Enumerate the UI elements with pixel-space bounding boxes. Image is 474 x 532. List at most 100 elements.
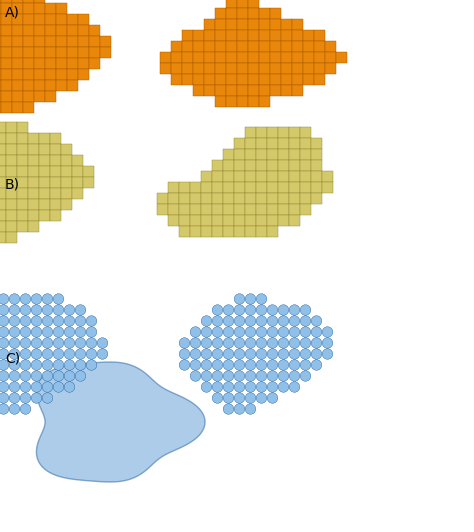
- Bar: [179, 182, 190, 193]
- Bar: [325, 52, 336, 63]
- Bar: [245, 182, 256, 193]
- Circle shape: [86, 315, 97, 326]
- Circle shape: [190, 327, 201, 337]
- Bar: [45, 24, 56, 36]
- Circle shape: [86, 327, 97, 337]
- Bar: [248, 85, 259, 96]
- Bar: [248, 74, 259, 85]
- Bar: [245, 149, 256, 160]
- Bar: [179, 226, 190, 237]
- Bar: [248, 8, 259, 19]
- Circle shape: [267, 371, 278, 381]
- Circle shape: [9, 382, 20, 392]
- Bar: [311, 160, 322, 171]
- Bar: [311, 193, 322, 204]
- Bar: [267, 138, 278, 149]
- Circle shape: [9, 338, 20, 348]
- Bar: [234, 193, 245, 204]
- Bar: [0, 220, 7, 231]
- Circle shape: [245, 338, 256, 348]
- Bar: [45, 13, 56, 24]
- Circle shape: [75, 305, 86, 315]
- Bar: [7, 220, 18, 231]
- Bar: [73, 165, 83, 177]
- Bar: [289, 215, 300, 226]
- Bar: [7, 177, 18, 187]
- Bar: [292, 85, 303, 96]
- Circle shape: [31, 305, 42, 315]
- Bar: [270, 19, 281, 30]
- Circle shape: [86, 348, 97, 359]
- Bar: [223, 204, 234, 215]
- Bar: [18, 220, 28, 231]
- Bar: [12, 102, 23, 112]
- Bar: [89, 24, 100, 36]
- Bar: [237, 19, 248, 30]
- Bar: [226, 0, 237, 8]
- Bar: [0, 144, 7, 154]
- Bar: [18, 121, 28, 132]
- Bar: [215, 96, 226, 107]
- Bar: [193, 41, 204, 52]
- Bar: [51, 144, 62, 154]
- Bar: [226, 41, 237, 52]
- Circle shape: [20, 327, 31, 337]
- Bar: [7, 198, 18, 210]
- Circle shape: [42, 348, 53, 359]
- Bar: [1, 79, 12, 90]
- Bar: [18, 187, 28, 198]
- Bar: [67, 69, 78, 79]
- Bar: [34, 57, 45, 69]
- Bar: [28, 165, 39, 177]
- Bar: [0, 90, 1, 102]
- Bar: [226, 96, 237, 107]
- Bar: [193, 85, 204, 96]
- Bar: [267, 204, 278, 215]
- Circle shape: [245, 393, 256, 403]
- Bar: [0, 46, 1, 57]
- Bar: [226, 74, 237, 85]
- Circle shape: [256, 348, 267, 359]
- Bar: [300, 127, 311, 138]
- Bar: [12, 79, 23, 90]
- Bar: [237, 74, 248, 85]
- Bar: [193, 52, 204, 63]
- Circle shape: [234, 382, 245, 392]
- Circle shape: [278, 315, 289, 326]
- Bar: [168, 193, 179, 204]
- Circle shape: [42, 393, 53, 403]
- Bar: [278, 149, 289, 160]
- Circle shape: [0, 348, 9, 359]
- Bar: [201, 204, 212, 215]
- Circle shape: [64, 327, 75, 337]
- Circle shape: [234, 371, 245, 381]
- Circle shape: [75, 315, 86, 326]
- Circle shape: [212, 371, 223, 381]
- Circle shape: [0, 315, 9, 326]
- Bar: [300, 182, 311, 193]
- Bar: [18, 144, 28, 154]
- Bar: [7, 165, 18, 177]
- Bar: [270, 8, 281, 19]
- Bar: [314, 63, 325, 74]
- Circle shape: [300, 338, 311, 348]
- Bar: [182, 30, 193, 41]
- Circle shape: [212, 382, 223, 392]
- Circle shape: [267, 348, 278, 359]
- Bar: [28, 187, 39, 198]
- Bar: [39, 177, 51, 187]
- Bar: [34, 69, 45, 79]
- Circle shape: [53, 315, 64, 326]
- Bar: [292, 30, 303, 41]
- Bar: [259, 85, 270, 96]
- Bar: [171, 74, 182, 85]
- Bar: [45, 46, 56, 57]
- Bar: [182, 41, 193, 52]
- Bar: [281, 30, 292, 41]
- Circle shape: [212, 315, 223, 326]
- Bar: [311, 138, 322, 149]
- Bar: [245, 193, 256, 204]
- Bar: [212, 204, 223, 215]
- Bar: [83, 177, 94, 187]
- Circle shape: [223, 404, 234, 414]
